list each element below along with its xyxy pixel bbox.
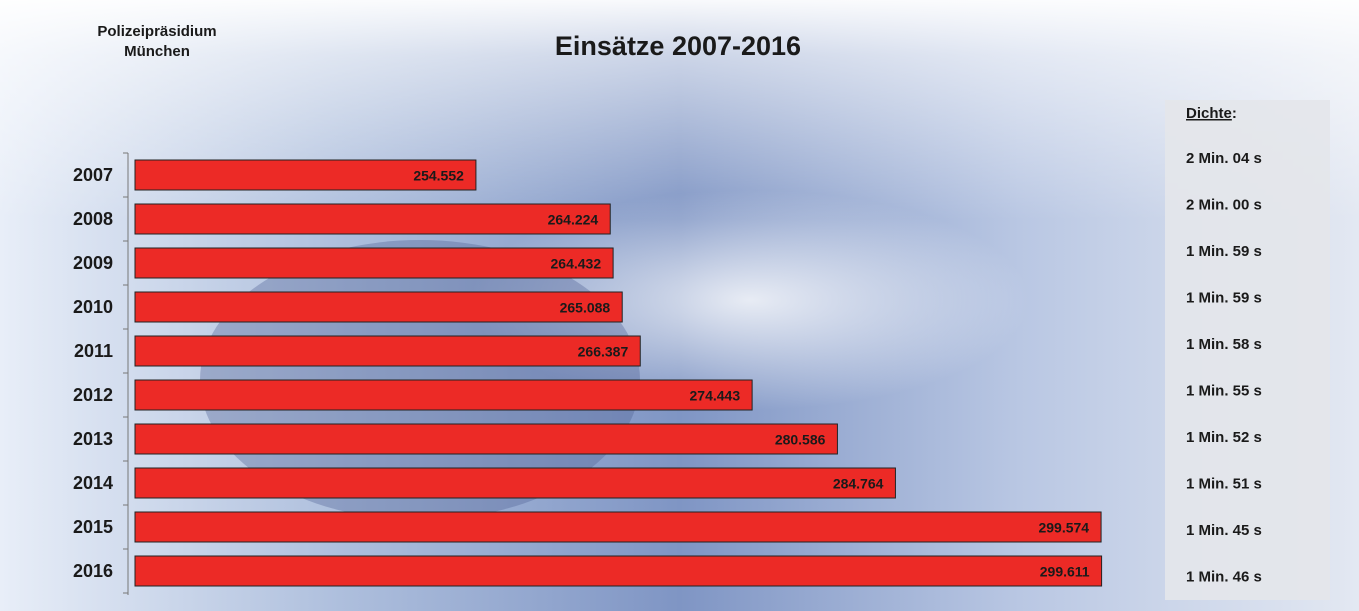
density-value: 1 Min. 58 s: [1186, 336, 1262, 353]
bar: [135, 512, 1101, 542]
value-label: 274.443: [690, 388, 741, 404]
bar: [135, 468, 895, 498]
value-label: 264.432: [551, 256, 602, 272]
y-tick-label: 2011: [74, 341, 113, 361]
bar: [135, 380, 752, 410]
bar: [135, 556, 1102, 586]
subtitle-line: München: [124, 43, 190, 60]
y-tick-label: 2009: [73, 253, 113, 273]
density-value: 1 Min. 59 s: [1186, 243, 1262, 260]
y-tick-label: 2013: [73, 429, 113, 449]
density-label: Dichte: [1186, 105, 1232, 122]
y-tick-label: 2007: [73, 165, 113, 185]
value-label: 265.088: [560, 300, 611, 316]
y-tick-label: 2015: [73, 517, 113, 537]
y-tick-label: 2016: [73, 561, 113, 581]
density-value: 2 Min. 04 s: [1186, 150, 1262, 167]
bar: [135, 336, 640, 366]
chart: Polizeipräsidium München Einsätze 2007-2…: [0, 0, 1359, 611]
y-tick-label: 2008: [73, 209, 113, 229]
value-label: 280.586: [775, 432, 826, 448]
value-label: 299.574: [1038, 520, 1089, 536]
density-value: 1 Min. 45 s: [1186, 522, 1262, 539]
value-label: 299.611: [1040, 564, 1090, 580]
y-tick-label: 2010: [73, 297, 113, 317]
bar: [135, 424, 837, 454]
y-tick-label: 2012: [73, 385, 113, 405]
bar: [135, 248, 613, 278]
density-value: 1 Min. 59 s: [1186, 289, 1262, 306]
density-value: 1 Min. 52 s: [1186, 429, 1262, 446]
density-value: 2 Min. 00 s: [1186, 196, 1262, 213]
value-label: 266.387: [578, 344, 629, 360]
value-label: 284.764: [833, 476, 884, 492]
density-value: 1 Min. 51 s: [1186, 475, 1262, 492]
chart-title: Einsätze 2007-2016: [555, 31, 801, 61]
bar: [135, 204, 610, 234]
value-label: 254.552: [413, 168, 464, 184]
bar: [135, 292, 622, 322]
density-value: 1 Min. 46 s: [1186, 568, 1262, 585]
density-suffix: :: [1232, 105, 1237, 122]
value-label: 264.224: [548, 212, 599, 228]
y-tick-label: 2014: [73, 473, 113, 493]
density-header: Dichte:: [1186, 105, 1237, 122]
subtitle-line: Polizeipräsidium: [97, 23, 216, 40]
density-value: 1 Min. 55 s: [1186, 382, 1262, 399]
